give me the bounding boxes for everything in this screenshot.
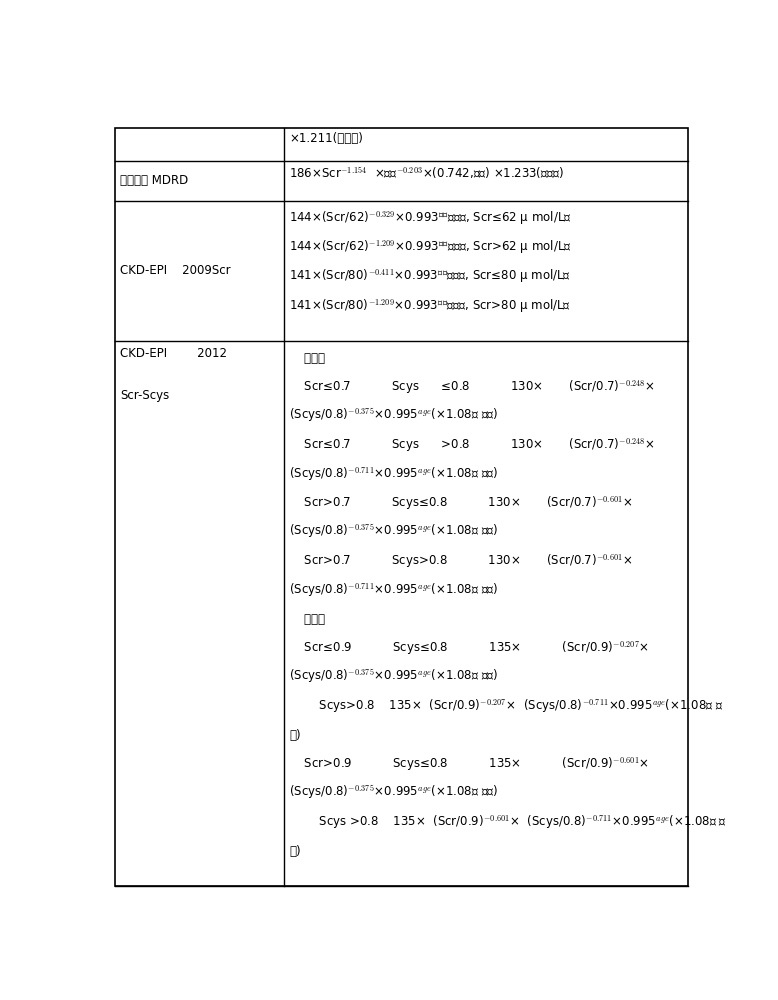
Text: 人): 人)	[289, 845, 301, 858]
Text: 141×(Scr/80)$^{-0.411}$×0.993$^{年龄}$（男性, Scr≤80 μ mol/L）: 141×(Scr/80)$^{-0.411}$×0.993$^{年龄}$（男性,…	[289, 268, 571, 285]
Text: 144×(Scr/62)$^{-1.209}$×0.993$^{年龄}$（女性, Scr>62 μ mol/L）: 144×(Scr/62)$^{-1.209}$×0.993$^{年龄}$（女性,…	[289, 238, 572, 256]
Text: Scr≤0.7           Scys      >0.8           130×       (Scr/0.7)$^{-0.248}$×: Scr≤0.7 Scys >0.8 130× (Scr/0.7)$^{-0.24…	[289, 436, 655, 454]
Text: Scr>0.7           Scys≤0.8           130×       (Scr/0.7)$^{-0.601}$×: Scr>0.7 Scys≤0.8 130× (Scr/0.7)$^{-0.601…	[289, 494, 633, 512]
Text: (Scys/0.8)$^{-0.711}$×0.995$^{age}$(×1.08， 黑人): (Scys/0.8)$^{-0.711}$×0.995$^{age}$(×1.0…	[289, 465, 499, 483]
Text: 女人：: 女人：	[289, 352, 325, 365]
Text: 中国简化 MDRD: 中国简化 MDRD	[120, 174, 188, 187]
Text: (Scys/0.8)$^{-0.711}$×0.995$^{age}$(×1.08， 黑人): (Scys/0.8)$^{-0.711}$×0.995$^{age}$(×1.0…	[289, 581, 499, 599]
Text: 人): 人)	[289, 729, 301, 742]
Text: Scr≤0.9           Scys≤0.8           135×           (Scr/0.9)$^{-0.207}$×: Scr≤0.9 Scys≤0.8 135× (Scr/0.9)$^{-0.207…	[289, 639, 650, 657]
Text: 男人：: 男人：	[289, 613, 325, 626]
Text: (Scys/0.8)$^{-0.375}$×0.995$^{age}$(×1.08， 黑人): (Scys/0.8)$^{-0.375}$×0.995$^{age}$(×1.0…	[289, 668, 499, 686]
Text: (Scys/0.8)$^{-0.375}$×0.995$^{age}$(×1.08， 黑人): (Scys/0.8)$^{-0.375}$×0.995$^{age}$(×1.0…	[289, 784, 499, 802]
Text: Scr≤0.7           Scys      ≤0.8           130×       (Scr/0.7)$^{-0.248}$×: Scr≤0.7 Scys ≤0.8 130× (Scr/0.7)$^{-0.24…	[289, 378, 655, 396]
Text: CKD-EPI        2012

Scr-Scys: CKD-EPI 2012 Scr-Scys	[120, 347, 227, 402]
Text: (Scys/0.8)$^{-0.375}$×0.995$^{age}$(×1.08， 黑人): (Scys/0.8)$^{-0.375}$×0.995$^{age}$(×1.0…	[289, 407, 499, 425]
Text: 186×Scr$^{-1.154}$  ×年龄$^{-0.203}$×(0.742,女性) ×1.233(中国人): 186×Scr$^{-1.154}$ ×年龄$^{-0.203}$×(0.742…	[289, 166, 564, 182]
Text: ×1.211(中国人): ×1.211(中国人)	[289, 132, 363, 145]
Text: Scr>0.7           Scys>0.8           130×       (Scr/0.7)$^{-0.601}$×: Scr>0.7 Scys>0.8 130× (Scr/0.7)$^{-0.601…	[289, 552, 633, 570]
Text: Scr>0.9           Scys≤0.8           135×           (Scr/0.9)$^{-0.601}$×: Scr>0.9 Scys≤0.8 135× (Scr/0.9)$^{-0.601…	[289, 755, 650, 773]
Text: CKD-EPI    2009Scr: CKD-EPI 2009Scr	[120, 264, 231, 277]
Text: Scys>0.8    135×  (Scr/0.9)$^{-0.207}$×  (Scys/0.8)$^{-0.711}$×0.995$^{age}$(×1.: Scys>0.8 135× (Scr/0.9)$^{-0.207}$× (Scy…	[289, 697, 724, 715]
Text: (Scys/0.8)$^{-0.375}$×0.995$^{age}$(×1.08， 黑人): (Scys/0.8)$^{-0.375}$×0.995$^{age}$(×1.0…	[289, 523, 499, 541]
Text: 144×(Scr/62)$^{-0.329}$×0.993$^{年龄}$（女性, Scr≤62 μ mol/L）: 144×(Scr/62)$^{-0.329}$×0.993$^{年龄}$（女性,…	[289, 209, 572, 227]
Text: Scys >0.8    135×  (Scr/0.9)$^{-0.601}$×  (Scys/0.8)$^{-0.711}$×0.995$^{age}$(×1: Scys >0.8 135× (Scr/0.9)$^{-0.601}$× (Sc…	[289, 813, 727, 831]
Text: 141×(Scr/80)$^{-1.209}$×0.993$^{年龄}$（男性, Scr>80 μ mol/L）: 141×(Scr/80)$^{-1.209}$×0.993$^{年龄}$（男性,…	[289, 297, 571, 315]
